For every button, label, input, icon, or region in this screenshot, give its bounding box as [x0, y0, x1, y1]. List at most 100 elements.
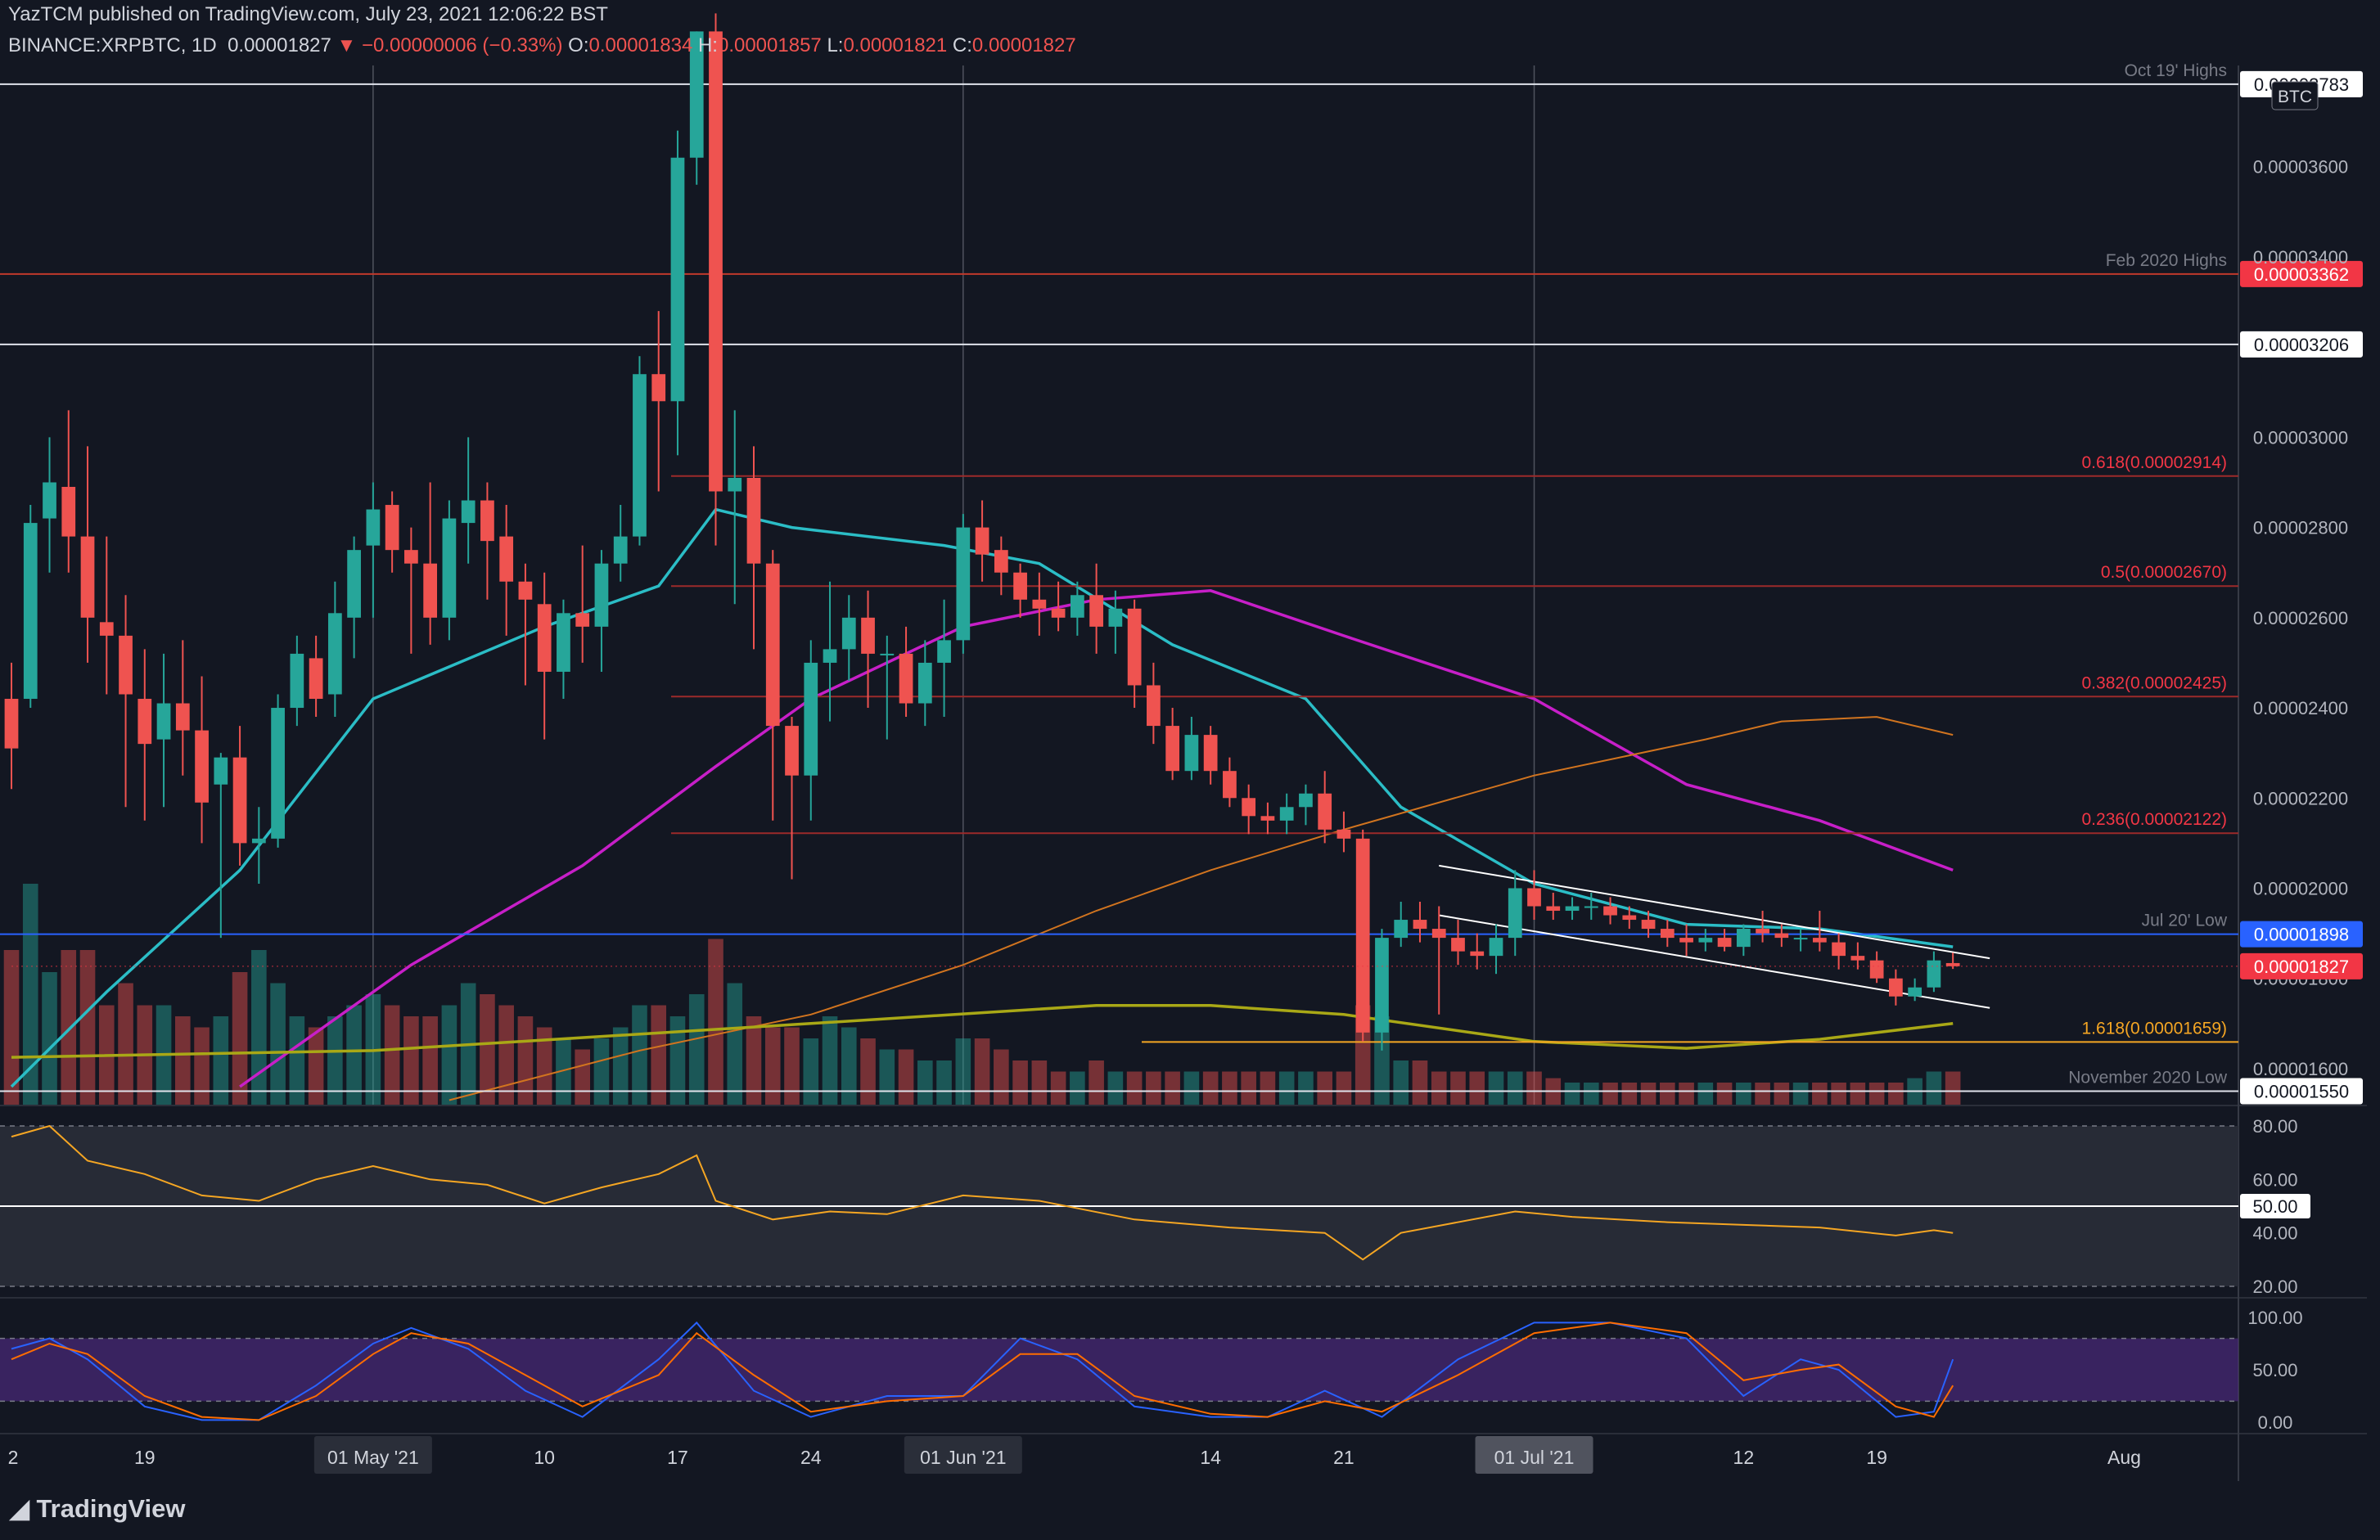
candle	[347, 536, 361, 659]
candle-body	[43, 482, 56, 519]
candle	[1832, 933, 1846, 970]
volume-bar	[1450, 1071, 1466, 1105]
channel-line	[1439, 864, 1990, 960]
volume-bar	[61, 950, 77, 1105]
candle	[1812, 911, 1827, 952]
candle-body	[1165, 726, 1180, 772]
candle	[841, 595, 856, 681]
volume-bar	[480, 994, 495, 1105]
candle	[709, 13, 723, 546]
volume-bar	[651, 1005, 667, 1105]
volume-bar	[1736, 1083, 1751, 1105]
candle-body	[1660, 929, 1675, 939]
candle-body	[1508, 888, 1522, 939]
candle	[232, 726, 247, 866]
candle-body	[1489, 938, 1503, 957]
candle-body	[1413, 920, 1427, 930]
currency-badge	[2271, 81, 2319, 110]
candle	[994, 536, 1008, 596]
candle	[119, 595, 133, 808]
volume-bar	[1660, 1083, 1675, 1105]
candle	[309, 635, 323, 718]
volume-bar	[1621, 1083, 1638, 1105]
candle-body	[423, 563, 438, 618]
candle	[975, 500, 989, 582]
volume-bar	[1070, 1071, 1085, 1105]
high-value: 0.00001857	[717, 34, 822, 56]
candle	[689, 31, 704, 185]
volume-bar	[1165, 1071, 1180, 1105]
candle-body	[1565, 906, 1580, 912]
time-axis-tick: 12	[1733, 1447, 1755, 1468]
rsi-axis-tick: 20.00	[2252, 1277, 2297, 1297]
candle-body	[1698, 938, 1713, 943]
candle	[1717, 929, 1732, 952]
volume-bar	[1031, 1060, 1048, 1105]
candle	[61, 410, 76, 573]
candle	[404, 527, 418, 654]
candle	[1565, 897, 1580, 921]
symbol-label[interactable]: BINANCE:XRPBTC, 1D	[8, 34, 217, 56]
candle-body	[880, 653, 895, 655]
volume-bar	[1926, 1071, 1942, 1105]
level-label: 1.618(0.00001659)	[2082, 1019, 2228, 1038]
volume-bar	[1602, 1083, 1618, 1105]
candle-body	[709, 31, 723, 492]
candle	[1546, 892, 1561, 921]
candle	[442, 500, 457, 641]
price-axis-tick: 0.00002600	[2253, 608, 2348, 628]
candle	[1375, 929, 1389, 1051]
price-axis-tick: 0.00002000	[2253, 878, 2348, 898]
candle-body	[23, 523, 38, 700]
volume-bar	[1526, 1071, 1542, 1105]
time-axis-tick: Aug	[2107, 1447, 2141, 1468]
volume-bar	[1107, 1071, 1124, 1105]
candle	[1622, 906, 1637, 930]
candle-body	[1070, 595, 1084, 618]
candle-body	[61, 487, 76, 537]
candle-body	[575, 613, 590, 627]
candle	[80, 446, 95, 663]
candle	[175, 640, 190, 776]
volume-bar	[498, 1005, 514, 1105]
candle	[785, 717, 799, 880]
publish-info: YazTCM published on TradingView.com, Jul…	[8, 3, 608, 26]
candle	[271, 694, 285, 848]
currency-badge-label: BTC	[2278, 88, 2312, 106]
volume-bar	[1089, 1060, 1104, 1105]
candle	[880, 635, 895, 740]
level-label: 0.382(0.00002425)	[2082, 673, 2228, 692]
last-price: 0.00001827	[228, 34, 331, 56]
candle	[613, 505, 628, 582]
candle	[1336, 811, 1351, 853]
candle-body	[633, 374, 647, 537]
volume-bar	[1774, 1083, 1790, 1105]
price-tag	[2240, 260, 2363, 287]
candle-body	[841, 617, 856, 650]
candle-body	[994, 550, 1008, 573]
candle	[1869, 951, 1884, 984]
volume-bar	[289, 1016, 305, 1105]
candle	[1242, 784, 1256, 835]
candle	[1299, 784, 1313, 826]
candle-body	[366, 509, 381, 546]
candle-body	[1318, 793, 1332, 830]
volume-bar	[746, 1016, 762, 1105]
candle	[1127, 599, 1142, 709]
candle-body	[765, 563, 780, 727]
price-tag-label: 0.00001550	[2254, 1081, 2349, 1101]
candle	[1641, 911, 1656, 939]
rsi-axis-tick: 60.00	[2252, 1169, 2297, 1190]
candle	[917, 640, 932, 727]
tradingview-logo[interactable]: ◢ TradingView	[10, 1494, 186, 1524]
candle	[1793, 929, 1808, 952]
candle	[1203, 726, 1218, 785]
level-label: 0.236(0.00002122)	[2082, 810, 2228, 829]
candle	[1451, 920, 1465, 966]
candle	[499, 505, 514, 636]
volume-bar	[822, 1016, 838, 1105]
volume-bar	[955, 1038, 971, 1105]
volume-bar	[79, 950, 96, 1105]
volume-bar	[42, 972, 57, 1105]
